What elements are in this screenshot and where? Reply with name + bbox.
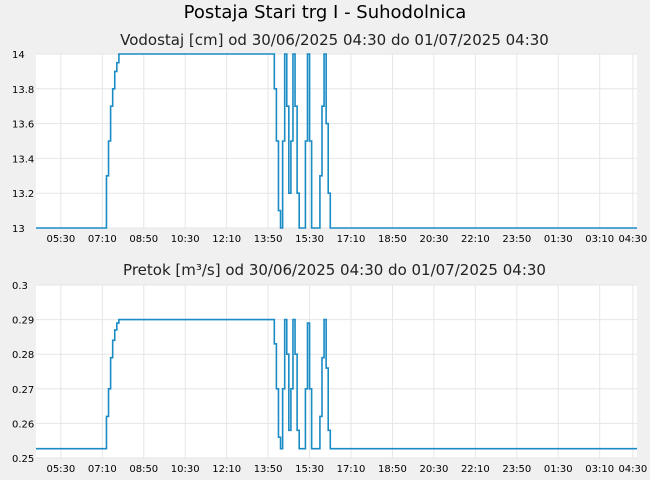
x-tick-label: 15:30: [295, 234, 324, 245]
x-tick-label: 01:30: [544, 234, 573, 245]
x-tick-label: 18:50: [378, 234, 407, 245]
y-tick-label: 0.25: [12, 454, 34, 465]
y-tick-label: 0.29: [12, 316, 34, 327]
x-tick-label: 10:30: [171, 234, 200, 245]
x-tick-label: 17:10: [337, 234, 366, 245]
x-tick-label: 13:50: [254, 464, 283, 475]
x-tick-label: 03:10: [585, 464, 614, 475]
page-title: Postaja Stari trg I - Suhodolnica: [183, 2, 467, 23]
y-tick-label: 13.4: [12, 154, 34, 165]
y-tick-label: 13: [12, 224, 25, 235]
x-tick-label: 12:10: [212, 234, 241, 245]
x-tick-label: 23:50: [502, 464, 531, 475]
x-tick-label: 05:30: [46, 234, 75, 245]
x-tick-label: 01:30: [544, 464, 573, 475]
x-tick-label: 20:30: [419, 234, 448, 245]
x-tick-label: 15:30: [295, 464, 324, 475]
chart-title: Pretok [m³/s] od 30/06/2025 04:30 do 01/…: [123, 261, 546, 279]
x-tick-label: 22:10: [461, 464, 490, 475]
chart-2: Pretok [m³/s] od 30/06/2025 04:30 do 01/…: [12, 261, 647, 475]
x-tick-label: 12:10: [212, 464, 241, 475]
x-tick-label: 17:10: [337, 464, 366, 475]
chart-title: Vodostaj [cm] od 30/06/2025 04:30 do 01/…: [120, 31, 549, 49]
x-tick-label: 03:10: [585, 234, 614, 245]
y-tick-label: 0.28: [12, 350, 34, 361]
x-tick-label: 20:30: [419, 464, 448, 475]
chart-1: Vodostaj [cm] od 30/06/2025 04:30 do 01/…: [12, 31, 647, 245]
y-tick-label: 13.2: [12, 189, 34, 200]
plot-area: [36, 54, 637, 228]
x-tick-label: 18:50: [378, 464, 407, 475]
x-tick-label: 08:50: [129, 464, 158, 475]
x-tick-label: 04:30: [618, 234, 647, 245]
y-tick-label: 13.6: [12, 120, 34, 131]
y-tick-label: 0.3: [12, 281, 28, 292]
x-tick-label: 22:10: [461, 234, 490, 245]
x-tick-label: 05:30: [46, 464, 75, 475]
plot-area: [36, 285, 637, 458]
y-tick-label: 14: [12, 50, 25, 61]
x-tick-label: 07:10: [88, 234, 117, 245]
x-tick-label: 10:30: [171, 464, 200, 475]
series-line: [36, 53, 637, 229]
series-line: [36, 318, 637, 450]
x-tick-label: 04:30: [618, 464, 647, 475]
y-tick-label: 13.8: [12, 85, 34, 96]
y-tick-label: 0.27: [12, 385, 34, 396]
x-tick-label: 13:50: [254, 234, 283, 245]
y-tick-label: 0.26: [12, 419, 34, 430]
x-tick-label: 07:10: [88, 464, 117, 475]
x-tick-label: 23:50: [502, 234, 531, 245]
x-tick-label: 08:50: [129, 234, 158, 245]
